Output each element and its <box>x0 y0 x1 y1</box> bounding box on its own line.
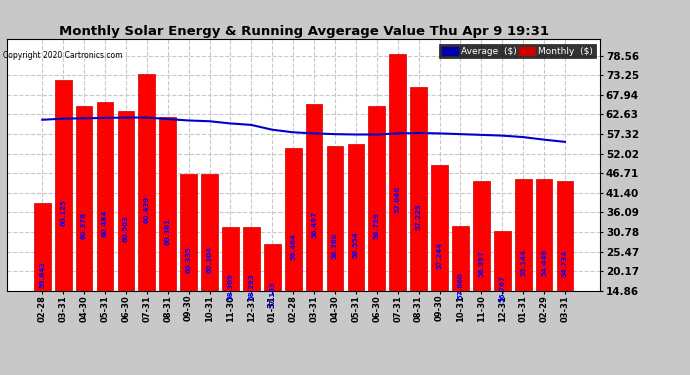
Text: 60.439: 60.439 <box>144 196 150 223</box>
Text: 57.244: 57.244 <box>437 242 442 268</box>
Bar <box>494 231 511 345</box>
Text: 60.304: 60.304 <box>206 246 213 273</box>
Bar <box>201 174 218 345</box>
Text: 60.378: 60.378 <box>81 212 87 239</box>
Legend: Average  ($), Monthly  ($): Average ($), Monthly ($) <box>439 44 595 58</box>
Text: 60.503: 60.503 <box>123 215 129 242</box>
Bar <box>326 146 344 345</box>
Bar <box>535 180 553 345</box>
Bar <box>452 226 469 345</box>
Text: 56.759: 56.759 <box>374 212 380 239</box>
Bar <box>76 106 92 345</box>
Bar <box>34 204 50 345</box>
Bar <box>557 182 573 345</box>
Text: 59.643: 59.643 <box>39 261 46 288</box>
Bar <box>97 102 113 345</box>
Text: Copyright 2020 Cartronics.com: Copyright 2020 Cartronics.com <box>3 51 123 60</box>
Text: 54.734: 54.734 <box>562 250 568 277</box>
Bar <box>368 106 385 345</box>
Bar <box>222 227 239 345</box>
Text: 60.484: 60.484 <box>102 210 108 237</box>
Text: 54.446: 54.446 <box>541 249 547 276</box>
Text: 60.335: 60.335 <box>186 246 192 273</box>
Text: 57.046: 57.046 <box>395 186 401 213</box>
Bar <box>180 174 197 345</box>
Bar <box>117 111 135 345</box>
Text: 60.125: 60.125 <box>60 199 66 226</box>
Bar <box>348 144 364 345</box>
Bar <box>139 74 155 345</box>
Bar <box>285 148 302 345</box>
Bar <box>431 165 448 345</box>
Bar <box>306 104 322 345</box>
Text: 56.554: 56.554 <box>353 232 359 258</box>
Text: 58.293: 58.293 <box>248 273 255 300</box>
Text: 56.497: 56.497 <box>311 211 317 238</box>
Bar <box>55 80 72 345</box>
Text: 56.997: 56.997 <box>478 250 484 277</box>
Text: 55.144: 55.144 <box>520 249 526 276</box>
Text: 57.153: 57.153 <box>269 281 275 308</box>
Text: 57.060: 57.060 <box>457 272 464 299</box>
Bar <box>264 244 281 345</box>
Bar <box>243 227 259 345</box>
Bar <box>515 180 531 345</box>
Text: 57.225: 57.225 <box>415 203 422 229</box>
Title: Monthly Solar Energy & Running Avgerage Value Thu Apr 9 19:31: Monthly Solar Energy & Running Avgerage … <box>59 25 549 38</box>
Text: 56.767: 56.767 <box>500 275 505 302</box>
Bar <box>389 54 406 345</box>
Bar <box>473 182 490 345</box>
Bar <box>411 87 427 345</box>
Bar <box>159 117 176 345</box>
Text: 56.268: 56.268 <box>332 232 338 259</box>
Text: 58.309: 58.309 <box>228 273 233 300</box>
Text: 56.464: 56.464 <box>290 233 296 260</box>
Text: 60.381: 60.381 <box>165 217 170 244</box>
